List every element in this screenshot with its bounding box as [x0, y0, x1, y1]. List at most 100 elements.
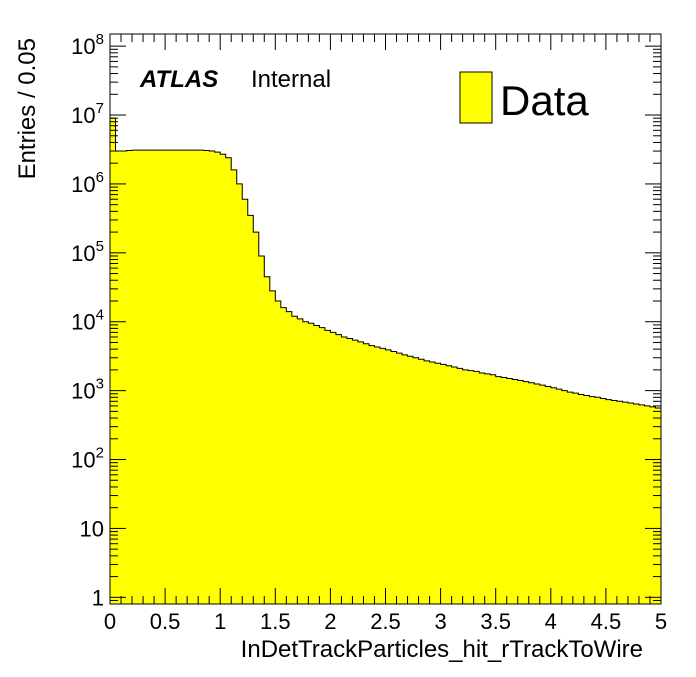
histogram-bin [479, 373, 486, 604]
histogram-bin [374, 346, 381, 604]
histogram-bin [484, 373, 491, 604]
histogram-bin [501, 377, 508, 604]
histogram-bin [473, 371, 480, 604]
histogram-bin [600, 398, 607, 604]
histogram-bin [330, 332, 337, 604]
histogram-bin [352, 340, 359, 604]
histogram-bin [446, 365, 453, 604]
y-tick-label: 10 [80, 516, 104, 541]
histogram-bin [512, 379, 519, 604]
histogram-bin [605, 399, 612, 604]
y-tick-label: 1 [92, 585, 104, 610]
x-tick-label: 5 [655, 609, 667, 634]
atlas-label: ATLAS [139, 66, 218, 93]
histogram-bin [363, 343, 370, 604]
legend-swatch-data [459, 71, 493, 124]
histogram-bin [572, 393, 579, 604]
histogram-bin [556, 389, 563, 604]
histogram-bin [181, 150, 188, 604]
histogram-bin [424, 360, 431, 604]
histogram-bin [203, 150, 210, 604]
histogram-bin [264, 276, 271, 604]
x-axis-label: InDetTrackParticles_hit_rTrackToWire [241, 636, 643, 663]
histogram-bin [396, 353, 403, 604]
x-tick-label: 0.5 [150, 609, 181, 634]
histogram-bin [319, 327, 326, 604]
x-tick-label: 4 [545, 609, 557, 634]
histogram-bin [236, 183, 243, 604]
histogram-bin [115, 151, 122, 605]
histogram-bin [468, 370, 475, 604]
histogram-bin [214, 152, 221, 604]
histogram-bin [435, 363, 442, 604]
histogram-bin [379, 348, 386, 604]
histogram-bin [220, 154, 227, 604]
histogram-bin [638, 404, 645, 604]
histogram-bin [633, 403, 640, 604]
histogram-bin [490, 374, 497, 604]
histogram-bin [258, 255, 265, 604]
histogram-bin [187, 150, 194, 604]
histogram-bin [324, 330, 331, 604]
histogram-bin [627, 403, 634, 604]
histogram-bin [655, 407, 662, 604]
histogram-bin [534, 383, 541, 604]
legend-label-data: Data [500, 77, 589, 124]
x-tick-label: 1 [214, 609, 226, 634]
histogram-bin [567, 392, 574, 604]
histogram-bin [550, 387, 557, 604]
atlas-sublabel: Internal [251, 66, 331, 93]
histogram-bin [165, 150, 172, 604]
histogram-bin [154, 150, 161, 604]
histogram-bin [616, 401, 623, 604]
histogram-bin [539, 385, 546, 604]
x-tick-label: 3 [434, 609, 446, 634]
histogram-bin [506, 378, 513, 604]
histogram-bin [451, 367, 458, 604]
histogram-bin [198, 150, 205, 604]
y-tick-label: 105 [71, 238, 104, 266]
histogram-bin [578, 394, 585, 604]
histogram-bin [583, 395, 590, 604]
histogram-bin [302, 321, 309, 604]
histogram-bin [143, 150, 150, 604]
histogram-bin [413, 357, 420, 604]
histogram-bin [523, 381, 530, 604]
legend: Data [459, 71, 589, 124]
histogram-bin [611, 400, 618, 604]
histogram-bin [391, 351, 398, 604]
histogram-bin [242, 199, 249, 605]
histogram-bin [649, 406, 656, 604]
histogram-bin [517, 380, 524, 604]
histogram-bin [528, 382, 535, 604]
histogram-bin [346, 338, 353, 604]
histogram-bin [622, 402, 629, 604]
histogram-bin [286, 311, 293, 604]
y-tick-label: 106 [71, 169, 104, 197]
histogram-bin [269, 290, 276, 604]
y-tick-labels: 1 10 102 103 104 105 106 107 108 [71, 31, 104, 610]
y-tick-label: 108 [71, 31, 104, 59]
histogram-bin [247, 215, 254, 604]
histogram-bin [313, 325, 320, 604]
y-tick-label: 103 [71, 376, 104, 404]
histogram-bin [457, 368, 464, 604]
histogram-bin [440, 364, 447, 604]
histogram-bin [561, 390, 568, 604]
histogram-bin [407, 356, 414, 604]
x-tick-labels: 0 0.5 1 1.5 2 2.5 3 3.5 4 4.5 5 [104, 609, 667, 634]
histogram-bin [341, 337, 348, 604]
histogram-bin [176, 150, 183, 604]
histogram-bin [170, 150, 177, 604]
y-tick-label: 104 [71, 307, 104, 335]
histogram-bin [429, 362, 436, 604]
histogram-bin [132, 150, 139, 604]
histogram-bin [594, 397, 601, 604]
histogram-bin [280, 307, 287, 604]
histogram-bin [159, 150, 166, 604]
histogram-bin [335, 334, 342, 604]
x-tick-label: 2.5 [370, 609, 401, 634]
histogram-bin [385, 349, 392, 604]
